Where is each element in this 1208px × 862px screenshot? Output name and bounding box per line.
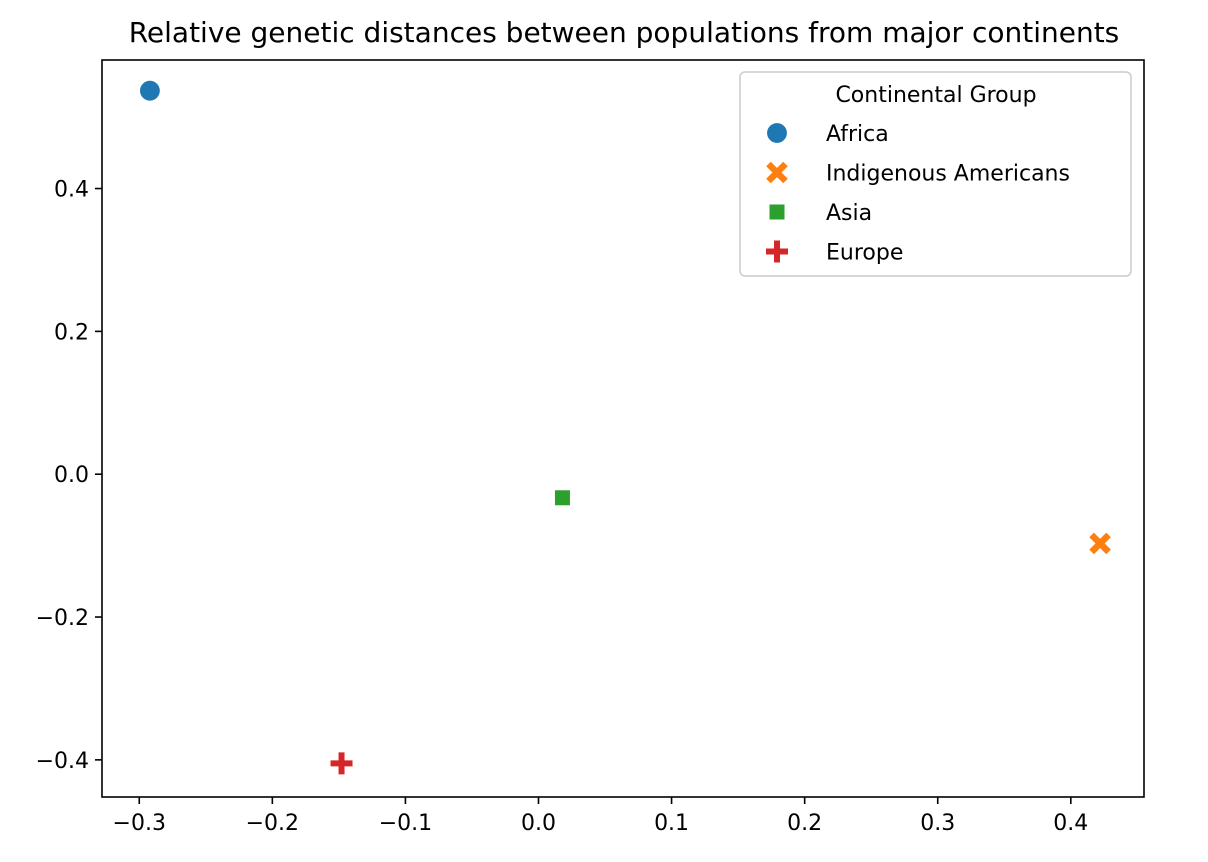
x-tick-label: 0.4 <box>1053 811 1088 836</box>
data-point <box>1089 532 1111 555</box>
legend-marker <box>765 121 789 145</box>
legend-label: Indigenous Americans <box>826 162 1070 187</box>
x-axis: −0.3 −0.2 −0.1 0.0 0.1 0.2 0.3 0.4 <box>113 797 1088 836</box>
x-tick-label: −0.3 <box>113 811 166 836</box>
legend-marker <box>768 203 786 221</box>
x-tick-label: 0.2 <box>787 811 822 836</box>
legend-marker <box>766 161 788 184</box>
y-axis: −0.4 −0.2 0.0 0.2 0.4 <box>36 178 102 774</box>
legend-marker <box>766 240 788 263</box>
legend-label: Europe <box>826 241 903 266</box>
legend-items: Africa Indigenous Americans Asia Europe <box>765 121 1070 266</box>
x-tick-label: 0.1 <box>654 811 689 836</box>
legend-box <box>739 71 1132 277</box>
data-point <box>138 79 162 102</box>
y-tick-label: 0.4 <box>54 178 89 203</box>
y-tick-label: 0.0 <box>54 463 89 488</box>
x-tick-label: −0.2 <box>246 811 299 836</box>
data-point <box>330 752 353 775</box>
y-tick-label: −0.2 <box>36 606 89 631</box>
x-tick-label: −0.1 <box>379 811 432 836</box>
data-point <box>553 489 571 507</box>
legend-label: Asia <box>826 201 872 226</box>
y-tick-label: 0.2 <box>54 320 89 345</box>
x-tick-label: 0.3 <box>920 811 955 836</box>
legend-label: Africa <box>826 122 889 147</box>
y-tick-label: −0.4 <box>36 749 89 774</box>
x-tick-label: 0.0 <box>521 811 556 836</box>
legend: Continental Group Africa Indigenous Ameri… <box>739 71 1132 277</box>
data-points <box>138 79 1111 775</box>
legend-title: Continental Group <box>835 83 1036 108</box>
plot-frame <box>101 59 1145 798</box>
chart-title: Relative genetic distances between popul… <box>129 16 1120 49</box>
